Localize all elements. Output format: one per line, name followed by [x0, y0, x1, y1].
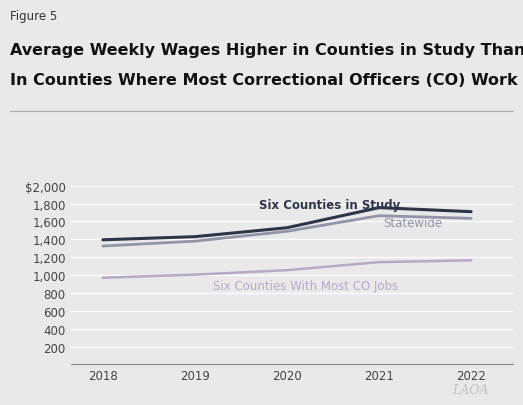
- Text: Average Weekly Wages Higher in Counties in Study Than: Average Weekly Wages Higher in Counties …: [10, 43, 523, 58]
- Text: LAOA: LAOA: [452, 383, 489, 396]
- Text: Figure 5: Figure 5: [10, 10, 58, 23]
- Text: Statewide: Statewide: [384, 216, 443, 229]
- Text: Six Counties With Most CO Jobs: Six Counties With Most CO Jobs: [213, 279, 399, 292]
- Text: In Counties Where Most Correctional Officers (CO) Work: In Counties Where Most Correctional Offi…: [10, 73, 518, 88]
- Text: Six Counties in Study: Six Counties in Study: [259, 198, 401, 211]
